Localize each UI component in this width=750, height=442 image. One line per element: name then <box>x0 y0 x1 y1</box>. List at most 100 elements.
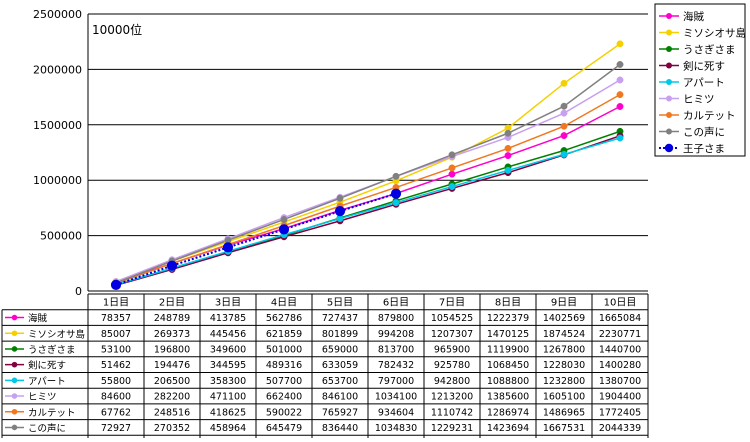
legend-marker <box>666 128 672 135</box>
data-label: 1667531 <box>543 423 585 434</box>
data-point <box>392 199 400 207</box>
data-point <box>390 188 402 199</box>
data-label: 1088800 <box>487 376 529 387</box>
data-label: 1402569 <box>543 313 585 324</box>
data-point <box>448 164 456 172</box>
data-label: 836440 <box>322 423 358 434</box>
data-label: 879800 <box>378 313 414 324</box>
data-label: 662400 <box>266 392 302 403</box>
table-legend-marker <box>11 346 18 352</box>
data-label: 1380700 <box>599 376 641 387</box>
data-label: 1470125 <box>487 329 529 340</box>
data-label: 1110742 <box>431 407 473 418</box>
table-legend-marker <box>11 330 18 337</box>
series-line <box>115 43 621 283</box>
data-label: 1054525 <box>431 313 473 324</box>
data-label: 507700 <box>266 376 302 387</box>
table-series-label: この声に <box>28 422 66 434</box>
data-label: 270352 <box>154 423 190 434</box>
data-label: 1874524 <box>543 329 585 340</box>
legend-marker <box>666 46 672 52</box>
data-label: 994208 <box>378 329 414 340</box>
data-label: 1213200 <box>431 392 473 403</box>
data-label: 965900 <box>434 344 470 355</box>
y-tick-label: 500000 <box>40 230 82 243</box>
data-label: 659000 <box>322 344 358 355</box>
data-label: 846100 <box>322 392 358 403</box>
data-label: 801899 <box>322 329 358 340</box>
data-point <box>616 76 624 84</box>
data-label: 645479 <box>266 423 302 434</box>
table-series-label: カルテット <box>28 408 76 419</box>
data-label: 1605100 <box>543 392 585 403</box>
table-legend-marker <box>11 377 18 384</box>
legend-marker <box>664 143 674 153</box>
data-label: 1440700 <box>599 344 641 355</box>
data-label: 269373 <box>154 329 190 340</box>
data-point <box>504 166 512 174</box>
table-series-label: 剣に死す <box>28 361 66 372</box>
table-legend-marker <box>11 393 18 399</box>
data-label: 67762 <box>101 407 131 418</box>
y-tick-label: 1500000 <box>33 119 82 132</box>
data-point <box>560 102 568 110</box>
table-series-label: アパート <box>28 376 66 387</box>
data-point <box>560 79 568 87</box>
data-label: 349600 <box>210 344 246 355</box>
chart-annotation: 10000位 <box>92 22 142 37</box>
data-label: 1228030 <box>543 360 585 371</box>
data-point <box>560 122 568 130</box>
data-point <box>166 260 178 271</box>
data-point <box>448 183 456 190</box>
data-label: 562786 <box>266 313 302 324</box>
data-point <box>616 134 624 142</box>
legend-label: この声に <box>683 126 725 139</box>
data-point <box>278 224 290 235</box>
data-label: 1068450 <box>487 360 529 371</box>
data-label: 413785 <box>210 313 246 324</box>
data-label: 206500 <box>154 376 190 387</box>
data-label: 1119900 <box>487 344 529 355</box>
legend-marker <box>666 29 672 36</box>
table-legend-marker <box>11 424 18 431</box>
x-tick-label: 5日目 <box>327 298 353 309</box>
data-label: 458964 <box>210 423 246 434</box>
data-point <box>560 109 568 117</box>
legend-label: カルテット <box>683 110 736 122</box>
data-point <box>504 129 512 137</box>
data-label: 813700 <box>378 344 414 355</box>
legend-label: うさぎさま <box>683 43 736 56</box>
x-tick-label: 9日目 <box>551 298 577 309</box>
data-label: 633059 <box>322 360 358 371</box>
data-label: 1772405 <box>599 407 641 418</box>
table-legend-marker <box>11 314 18 321</box>
legend-label: 王子さま <box>683 143 725 155</box>
data-label: 1267800 <box>543 344 585 355</box>
data-label: 1034100 <box>375 392 417 403</box>
data-label: 194476 <box>154 360 190 371</box>
series-line <box>115 93 621 285</box>
data-point <box>392 172 400 180</box>
data-label: 1232800 <box>543 376 585 387</box>
legend-marker <box>666 79 672 85</box>
data-label: 53100 <box>101 344 131 355</box>
data-point <box>448 170 456 178</box>
x-tick-label: 4日目 <box>271 298 297 309</box>
data-label: 621859 <box>266 329 302 340</box>
series-line <box>115 192 397 286</box>
data-label: 1222379 <box>487 313 529 324</box>
data-label: 248789 <box>154 313 190 324</box>
data-label: 1665084 <box>599 313 641 324</box>
series-line <box>115 137 621 286</box>
data-label: 445456 <box>210 329 246 340</box>
data-point <box>504 144 512 152</box>
data-label: 765927 <box>322 407 358 418</box>
series-line <box>115 63 621 284</box>
data-label: 489316 <box>266 360 302 371</box>
legend-label: 海賊 <box>683 10 704 23</box>
data-label: 344595 <box>210 360 246 371</box>
data-label: 55800 <box>101 376 131 387</box>
data-label: 1385600 <box>487 392 529 403</box>
data-label: 782432 <box>378 360 414 371</box>
data-label: 85007 <box>101 329 131 340</box>
